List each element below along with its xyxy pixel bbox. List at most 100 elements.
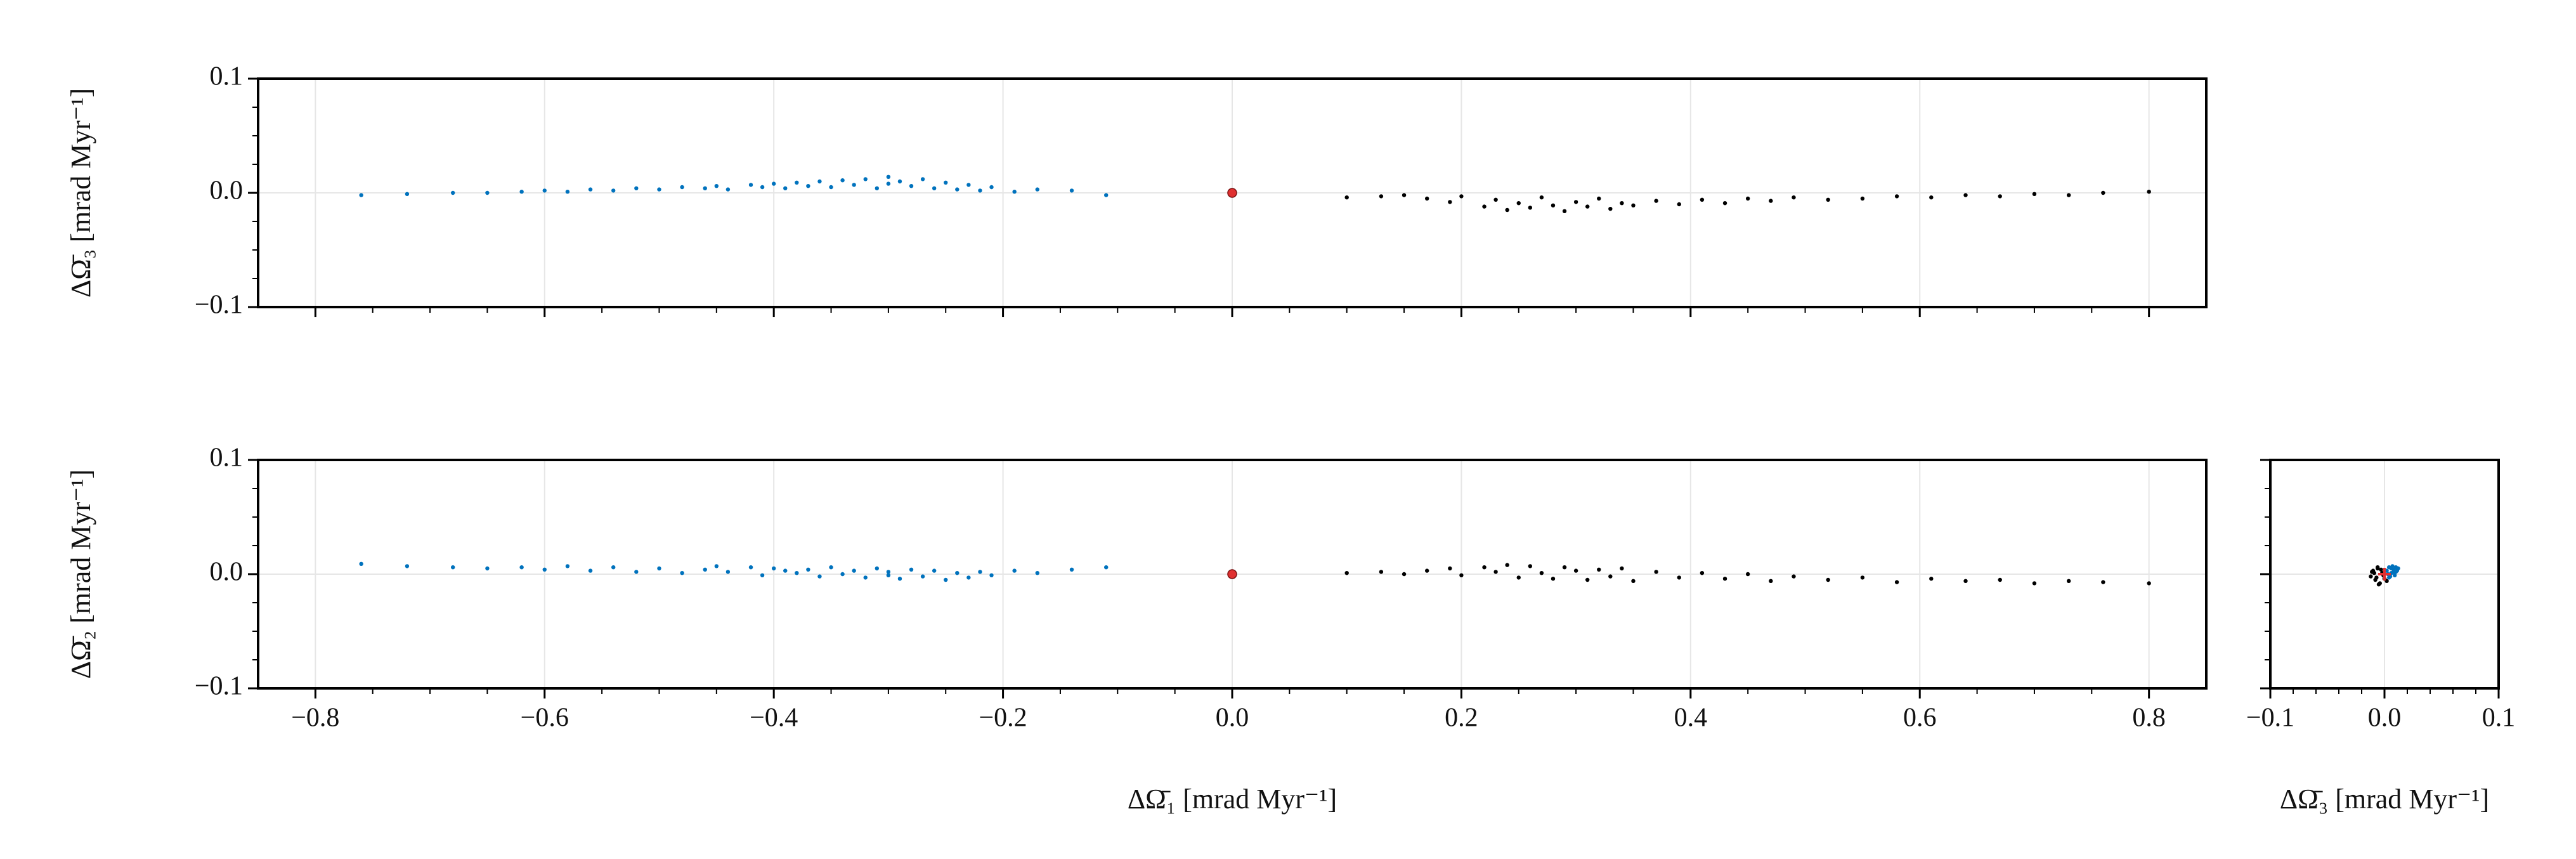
point [829, 185, 833, 190]
point [1826, 197, 1830, 202]
point [2147, 190, 2151, 194]
point [359, 561, 363, 566]
point [2376, 566, 2380, 571]
panel: −0.1 0.0 0.1 ΔΩ̄₃ [mrad Myr⁻¹] [65, 62, 2208, 320]
point [1860, 575, 1865, 580]
point [783, 186, 788, 190]
point [966, 575, 971, 580]
point [886, 174, 891, 179]
point [1562, 209, 1567, 213]
y-tick-label: 0.0 [210, 558, 244, 587]
point [714, 564, 719, 568]
point [2066, 579, 2071, 583]
point [1448, 200, 1452, 204]
point [542, 188, 547, 193]
point [359, 193, 363, 197]
point [795, 571, 799, 575]
point [611, 565, 616, 570]
point [2369, 574, 2373, 579]
point [932, 186, 937, 190]
point [886, 181, 891, 186]
point [1482, 565, 1486, 570]
point [909, 184, 914, 188]
x-tick-label: 0.6 [1903, 704, 1937, 733]
point [485, 190, 490, 195]
point [1516, 575, 1521, 580]
point [405, 192, 410, 196]
point [1528, 564, 1533, 568]
point [1448, 566, 1452, 571]
point [1769, 579, 1773, 583]
point [519, 190, 524, 194]
point [725, 187, 731, 192]
point [1894, 580, 1899, 584]
point [920, 574, 925, 579]
x-tick-label: −0.8 [291, 704, 339, 733]
point [1573, 568, 1578, 573]
point [817, 179, 822, 184]
point [795, 180, 799, 185]
point [978, 570, 982, 574]
point [451, 190, 455, 195]
point [1227, 188, 1237, 198]
point [1654, 570, 1658, 574]
point [1482, 204, 1486, 209]
point [1769, 199, 1773, 203]
point [783, 568, 788, 573]
point [519, 565, 524, 570]
point [1425, 568, 1429, 573]
x-tick-label: −0.6 [521, 704, 569, 733]
point [817, 574, 822, 579]
point [1677, 202, 1681, 207]
point [1597, 567, 1601, 572]
point [1929, 577, 1934, 581]
point [1608, 207, 1613, 211]
point [2101, 580, 2105, 584]
point [485, 566, 490, 571]
point [2376, 582, 2381, 587]
y-tick-label: −0.1 [195, 672, 243, 701]
point [955, 187, 959, 192]
point [588, 568, 593, 573]
x-tick-label: −0.4 [750, 704, 798, 733]
x-axis-label: ΔΩ̄₁ [mrad Myr⁻¹] [1128, 784, 1337, 815]
point [886, 573, 891, 577]
point [2101, 190, 2105, 195]
panel: −0.8 −0.6 −0.4 −0.2 0.0 0.2 0.4 0.6 0.8 −0.1 0.0 0.… [65, 443, 2208, 815]
point [989, 185, 994, 190]
point [657, 187, 661, 192]
point [978, 188, 982, 193]
point [1459, 573, 1464, 577]
point [760, 573, 765, 577]
point [897, 577, 902, 581]
point [2032, 192, 2037, 196]
point [2395, 568, 2399, 573]
point [1516, 201, 1521, 206]
point [1069, 567, 1074, 572]
point [703, 567, 707, 572]
point [875, 186, 880, 190]
point [875, 566, 880, 571]
point [1894, 194, 1899, 199]
point [1344, 571, 1349, 575]
x-tick-label: −0.1 [2246, 704, 2294, 733]
x-tick-label: 0.1 [2482, 704, 2516, 733]
point [1493, 197, 1498, 202]
point [634, 186, 639, 190]
point [2393, 565, 2398, 570]
point [680, 571, 684, 575]
point [1425, 196, 1429, 201]
point [829, 565, 833, 570]
point [1035, 187, 1040, 192]
point [771, 566, 776, 571]
point [1012, 568, 1017, 573]
point [1562, 565, 1567, 570]
point [703, 186, 707, 190]
point [405, 564, 410, 568]
x-tick-label: 0.8 [2132, 704, 2166, 733]
point [1700, 197, 1705, 202]
y-axis-label: ΔΩ̄₃ [mrad Myr⁻¹] [65, 88, 96, 298]
y-tick-label: 0.1 [210, 62, 244, 91]
point [1792, 195, 1796, 200]
x-axis-label: ΔΩ̄₃ [mrad Myr⁻¹] [2280, 784, 2489, 815]
